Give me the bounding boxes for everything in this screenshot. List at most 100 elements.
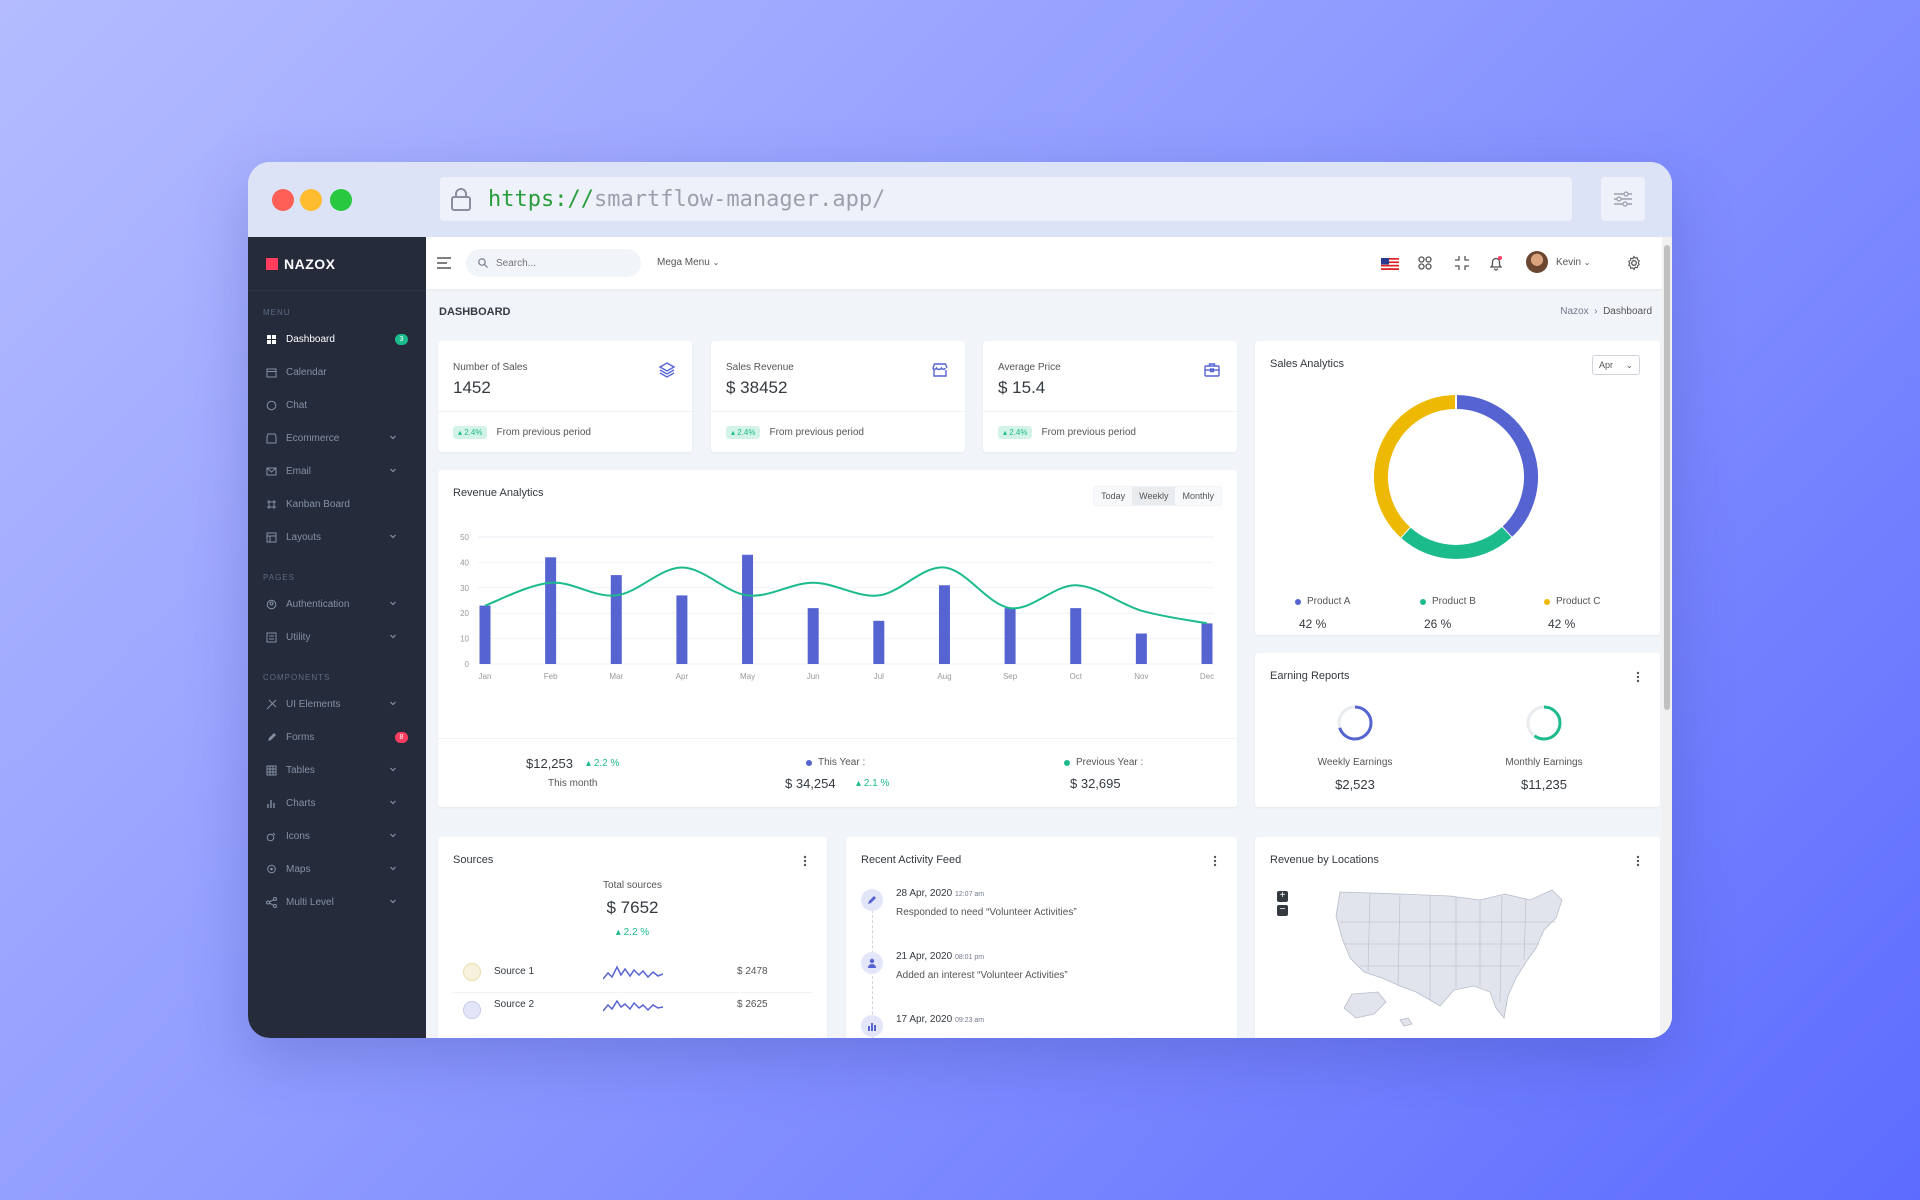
bar-dec[interactable] [1201,623,1213,664]
gear-icon[interactable] [1626,255,1642,271]
bar-may[interactable] [742,554,754,664]
legend-product-a[interactable]: Product A [1295,596,1350,607]
zoom-in-button[interactable]: + [1277,891,1288,902]
sidebar-item-forms[interactable]: Forms 8 [248,721,426,754]
lock-icon [451,188,471,211]
brand-logo[interactable]: NAZOX [248,237,426,291]
sidebar-item-label: Utility [286,632,311,643]
mega-menu-dropdown[interactable]: Mega Menu ⌄ [657,257,719,268]
browser-settings-button[interactable] [1601,177,1645,221]
sidebar-item-label: Layouts [286,532,322,543]
tab-weekly[interactable]: Weekly [1132,487,1176,505]
tab-today[interactable]: Today [1101,491,1126,501]
fullscreen-icon[interactable] [1454,255,1470,271]
sidebar-item-maps[interactable]: Maps [248,853,426,886]
bar-oct[interactable] [1070,608,1082,664]
weekly-earnings-label: Weekly Earnings [1317,757,1393,768]
kanban-board-icon [267,500,276,509]
this-month-change-text: 2.2 % [593,758,620,769]
sidebar-item-utility[interactable]: Utility [248,621,426,654]
slice-product-a[interactable] [1455,395,1538,538]
scrollbar-thumb[interactable] [1664,245,1670,710]
chevron-down-icon [390,634,396,639]
url-host: smartflow-manager.app/ [593,186,886,212]
sidebar-item-email[interactable]: Email [248,455,426,488]
sliders-icon [1614,191,1632,207]
more-vertical-icon[interactable] [1213,855,1217,867]
sidebar-item-label: Tables [286,765,315,776]
this-month-change: ▴ 2.2 % [586,758,620,769]
bar-sep[interactable] [1004,608,1016,664]
page-scrollbar[interactable] [1662,237,1672,1038]
card-title: Revenue Analytics [453,487,544,499]
tab-monthly[interactable]: Monthly [1182,491,1214,501]
menu-toggle-icon[interactable] [437,257,451,269]
more-vertical-icon[interactable] [1636,671,1640,683]
user-dropdown[interactable]: Kevin ⌄ [1526,251,1591,273]
maximize-window-button[interactable] [330,189,352,211]
legend-product-c[interactable]: Product C [1544,596,1600,607]
slice-product-c[interactable] [1374,395,1457,538]
more-vertical-icon[interactable] [803,855,807,867]
authentication-icon [266,599,277,610]
sidebar-item-charts[interactable]: Charts [248,787,426,820]
address-bar[interactable]: https://smartflow-manager.app/ [440,177,1572,221]
us-flag-icon[interactable] [1381,258,1399,270]
breadcrumb-root[interactable]: Nazox [1560,306,1589,317]
sidebar-item-multi-level[interactable]: Multi Level [248,886,426,919]
legend-percent: 42 % [1299,617,1327,631]
x-tick-label: Jun [807,672,820,681]
sidebar-item-ui-elements[interactable]: UI Elements [248,688,426,721]
user-icon [868,958,876,968]
bell-icon[interactable] [1488,255,1504,271]
sidebar-item-calendar[interactable]: Calendar [248,356,426,389]
zoom-out-button[interactable]: − [1277,905,1288,916]
legend-product-b[interactable]: Product B [1420,596,1476,607]
bar-mar[interactable] [610,575,622,664]
list-item[interactable]: Source 1 $ 2478 [453,955,813,993]
y-tick-label: 50 [460,533,469,542]
stat-footer: ▴ 2.4% From previous period [438,411,692,452]
sidebar-item-kanban-board[interactable]: Kanban Board [248,488,426,521]
sidebar-item-layouts[interactable]: Layouts [248,521,426,554]
legend-dot [1064,759,1070,766]
x-tick-label: Sep [1003,672,1018,681]
sidebar-item-icons[interactable]: Icons [248,820,426,853]
sidebar-item-ecommerce[interactable]: Ecommerce [248,422,426,455]
icons-icon [266,832,276,842]
source-2-icon [463,1001,481,1019]
sales-donut-chart [1374,394,1538,559]
period-switch: Today Weekly Monthly [1093,486,1222,506]
apps-grid-icon[interactable] [1417,255,1433,271]
x-tick-label: Jan [479,672,492,681]
slice-product-b[interactable] [1400,526,1512,559]
close-window-button[interactable] [272,189,294,211]
bar-feb[interactable] [545,557,557,664]
more-vertical-icon[interactable] [1636,855,1640,867]
stat-label: Average Price [998,362,1061,373]
source-1-icon [463,963,481,981]
bar-apr[interactable] [676,595,688,664]
minimize-window-button[interactable] [300,189,322,211]
list-item[interactable]: Source 2 $ 2625 [453,993,813,1031]
us-map[interactable] [1330,882,1570,1032]
bar-jan[interactable] [479,605,491,664]
avatar [1526,251,1548,273]
bar-jun[interactable] [807,608,819,664]
this-month-label: This month [548,778,598,789]
sidebar-item-authentication[interactable]: Authentication [248,588,426,621]
sidebar-item-tables[interactable]: Tables [248,754,426,787]
bar-jul[interactable] [873,620,885,664]
bar-aug[interactable] [938,585,950,664]
charts-icon [267,800,275,808]
sidebar-item-chat[interactable]: Chat [248,389,426,422]
mega-menu-label: Mega Menu [657,257,710,268]
bar-nov[interactable] [1135,633,1147,664]
source-name: Source 2 [494,999,535,1010]
sidebar-item-dashboard[interactable]: Dashboard 3 [248,323,426,356]
month-select[interactable]: Apr ⌄ [1592,355,1640,375]
sidebar-item-label: Email [286,466,312,477]
search-box[interactable] [466,249,641,277]
brand-name: NAZOX [284,255,336,272]
search-input[interactable] [496,257,626,269]
